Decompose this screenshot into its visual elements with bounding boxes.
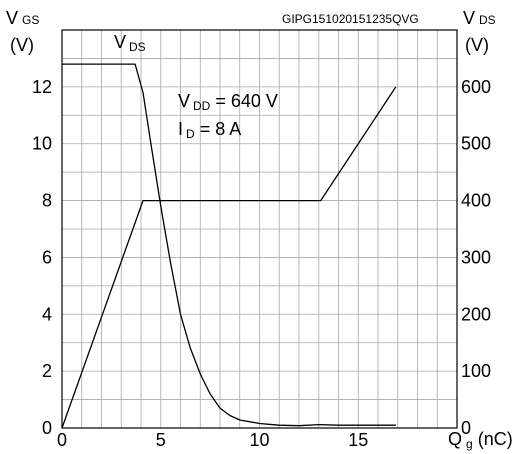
vds-series-label: V DS: [114, 32, 146, 54]
left-tick-label: 2: [42, 361, 52, 381]
vds-curve: [62, 63, 396, 427]
left-tick-label: 6: [42, 247, 52, 267]
right-tick-label: 300: [461, 247, 491, 267]
x-tick-label: 0: [57, 430, 67, 450]
left-tick-label: 4: [42, 304, 52, 324]
x-tick-label: 15: [348, 430, 368, 450]
tick-labels: 0 5 10 15 0 2 4 6 8 10 12 0 100 200 300 400 500 600: [32, 77, 491, 450]
left-tick-label: 8: [42, 191, 52, 211]
right-tick-label: 400: [461, 191, 491, 211]
left-tick-label: 12: [32, 77, 52, 97]
annotation-vdd: V DD = 640 V: [178, 91, 278, 113]
vgs-curve: [61, 86, 397, 429]
series-group: [61, 63, 397, 429]
right-tick-label: 500: [461, 134, 491, 154]
left-axis-unit: (V): [10, 35, 34, 55]
watermark: GIPG151020151235QVG: [282, 12, 419, 26]
right-tick-label: 0: [461, 418, 471, 438]
plot-frame: [61, 29, 458, 429]
grid: [62, 30, 457, 428]
x-tick-label: 10: [249, 430, 269, 450]
left-axis-title: V GS: [6, 8, 39, 28]
left-tick-label: 10: [32, 134, 52, 154]
right-axis-title: V DS: [463, 8, 496, 28]
left-tick-label: 0: [42, 418, 52, 438]
right-tick-label: 100: [461, 361, 491, 381]
right-tick-label: 200: [461, 304, 491, 324]
right-tick-label: 600: [461, 77, 491, 97]
right-axis-unit: (V): [465, 35, 489, 55]
x-tick-label: 5: [156, 430, 166, 450]
